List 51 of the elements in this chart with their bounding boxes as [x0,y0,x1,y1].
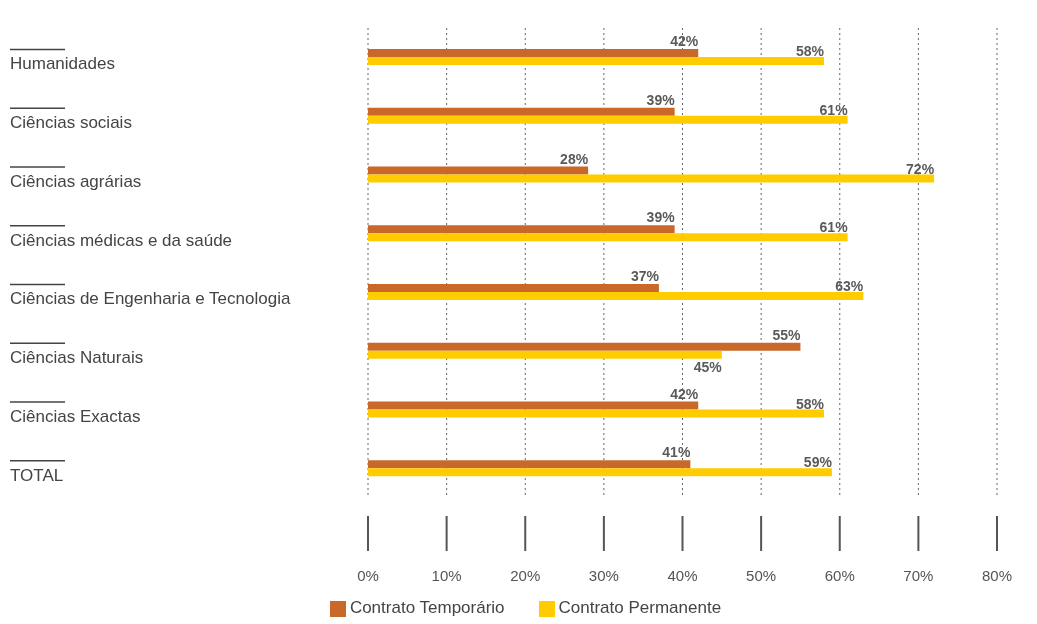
x-tick-label: 50% [746,567,777,584]
bar [368,292,864,300]
x-tick-label: 80% [981,567,1013,584]
bar [368,342,801,351]
data-label: 58% [795,395,825,412]
data-label: 72% [906,160,935,177]
data-label: 39% [646,209,676,226]
bar [368,468,832,477]
data-label: 61% [819,219,849,236]
bar [368,166,589,175]
data-label: 41% [662,444,691,461]
y-tick-label: Ciências Naturais [10,348,144,368]
x-tick-label: 0% [357,567,379,584]
x-tick-label: 70% [903,567,934,584]
bar [368,174,935,183]
bar [368,49,699,57]
data-label: 37% [630,268,660,284]
x-tick-label: 10% [431,567,462,584]
y-tick-label: TOTAL [10,465,64,485]
bar [368,225,675,234]
bar [368,57,825,65]
bar [368,107,675,116]
bar [368,233,848,242]
x-tick-label: 40% [667,567,698,584]
data-label: 59% [803,454,833,471]
data-label: 63% [835,278,864,294]
bar [368,284,659,292]
bar [368,460,691,469]
y-tick-label: Ciências agrárias [10,171,142,191]
data-label: 58% [795,43,825,59]
data-label: 42% [670,385,699,402]
legend-label: Contrato Permanente [558,598,722,617]
bar [368,401,699,410]
y-tick-label: Humanidades [10,54,115,74]
legend-label: Contrato Temporário [349,598,505,617]
data-label: 61% [819,101,849,118]
x-tick-label: 60% [824,567,855,584]
data-label: 28% [560,150,589,167]
x-tick-label: 30% [588,567,619,584]
data-label: 42% [670,33,699,49]
y-tick-label: Ciências de Engenharia e Tecnologia [10,289,291,309]
y-tick-label: Ciências médicas e da saúde [10,230,233,250]
data-label: 55% [772,326,801,343]
bar [368,409,825,418]
y-tick-label: Ciências sociais [10,113,132,133]
bar [368,115,848,124]
y-tick-label: Ciências Exactas [10,406,141,426]
bar [368,350,722,359]
x-tick-label: 20% [510,567,541,584]
data-label: 45% [693,358,723,375]
data-label: 39% [646,91,676,108]
